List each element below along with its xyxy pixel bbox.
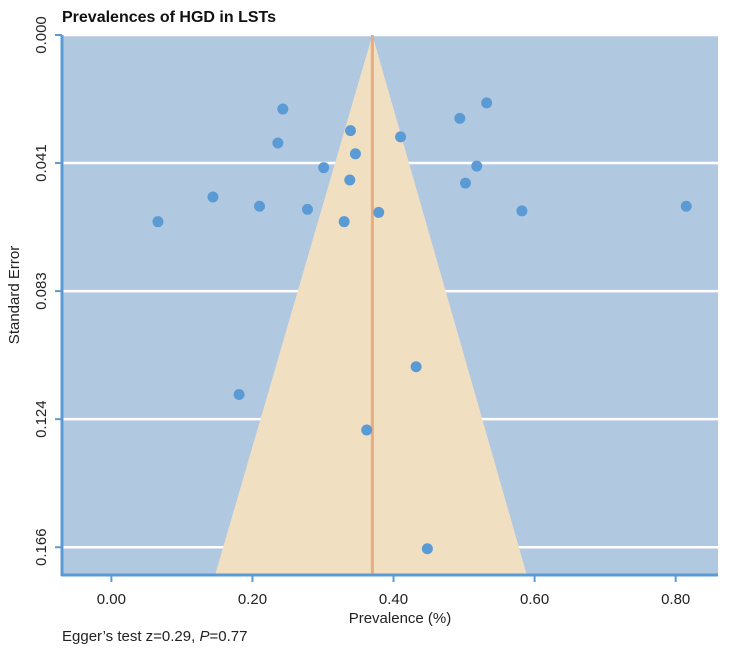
- y-tick-label: 0.041: [33, 144, 50, 182]
- data-point: [301, 203, 313, 215]
- axes: [60, 35, 718, 577]
- x-tick-label: 0.00: [97, 591, 126, 608]
- data-point: [338, 216, 350, 228]
- y-tick-label: 0.124: [33, 400, 50, 438]
- data-point: [207, 191, 219, 203]
- x-axis-label: Prevalence (%): [349, 610, 452, 627]
- data-point: [454, 112, 466, 124]
- data-point: [277, 103, 289, 115]
- data-point: [373, 206, 385, 218]
- data-point: [272, 137, 284, 149]
- data-point: [680, 200, 692, 212]
- data-point: [421, 543, 433, 555]
- x-tick-label: 0.80: [661, 591, 690, 608]
- y-tick-label: 0.166: [33, 528, 50, 566]
- x-axis-ticks: 0.00 0.20 0.40 0.60 0.80: [97, 575, 690, 608]
- data-point: [233, 388, 245, 400]
- data-point: [481, 97, 493, 109]
- data-point: [395, 131, 407, 143]
- x-tick-label: 0.20: [238, 591, 267, 608]
- data-point: [344, 174, 356, 186]
- data-point: [516, 205, 528, 217]
- y-axis-label: Standard Error: [6, 246, 23, 344]
- x-tick-label: 0.60: [520, 591, 549, 608]
- eggers-test-prefix: Egger’s test z=0.29,: [62, 628, 199, 645]
- x-tick-label: 0.40: [379, 591, 408, 608]
- eggers-test-p-value: =0.77: [209, 628, 247, 645]
- data-point: [344, 125, 356, 137]
- eggers-test-p-symbol: P: [199, 628, 209, 645]
- data-point: [254, 200, 266, 212]
- data-point: [459, 177, 471, 189]
- data-points: [152, 97, 692, 555]
- data-point: [349, 148, 361, 160]
- data-point: [361, 424, 373, 436]
- chart-title: Prevalences of HGD in LSTs: [62, 9, 276, 26]
- eggers-test-annotation: Egger’s test z=0.29, P=0.77: [62, 628, 247, 645]
- data-point: [318, 162, 330, 174]
- data-point: [471, 160, 483, 172]
- data-point: [152, 216, 164, 228]
- y-tick-label: 0.083: [33, 272, 50, 310]
- y-axis-ticks: 0.000 0.041 0.083 0.124 0.166: [33, 16, 62, 566]
- data-point: [410, 361, 422, 373]
- y-tick-label: 0.000: [33, 16, 50, 54]
